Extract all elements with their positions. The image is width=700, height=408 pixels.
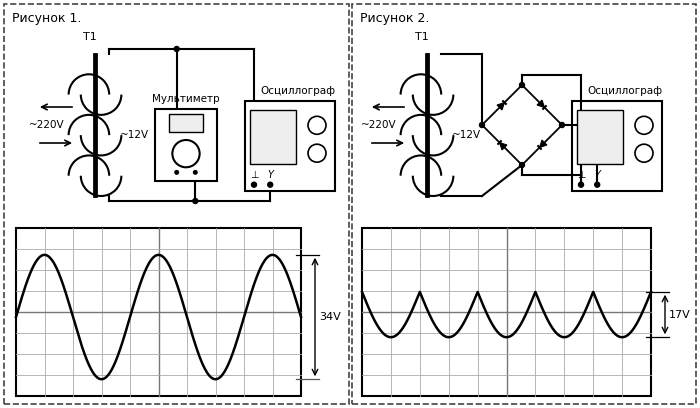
Circle shape (267, 182, 273, 187)
Text: Y: Y (267, 170, 273, 180)
Circle shape (578, 182, 584, 187)
Polygon shape (500, 142, 507, 150)
Text: 34V: 34V (319, 312, 341, 322)
Bar (362, 228, 651, 396)
Text: Осциллограф: Осциллограф (587, 86, 663, 96)
Bar (169, 114, 203, 132)
Circle shape (308, 116, 326, 134)
Text: ~12V: ~12V (120, 130, 149, 140)
Circle shape (174, 170, 179, 175)
Bar (245, 101, 335, 191)
Text: ⊥: ⊥ (577, 170, 585, 180)
Circle shape (308, 144, 326, 162)
Text: ⊥: ⊥ (250, 170, 258, 180)
Circle shape (172, 140, 199, 167)
Bar (572, 101, 662, 191)
Text: 17V: 17V (669, 310, 691, 319)
Text: ~12V: ~12V (452, 130, 481, 140)
Polygon shape (540, 140, 547, 147)
Circle shape (559, 122, 564, 127)
Circle shape (595, 182, 600, 187)
Circle shape (480, 122, 484, 127)
Text: Рисунок 1.: Рисунок 1. (12, 12, 81, 25)
Text: T1: T1 (83, 32, 97, 42)
Bar (352, 4, 696, 404)
Circle shape (251, 182, 256, 187)
Bar (16, 228, 301, 396)
Text: Осциллограф: Осциллограф (260, 86, 335, 96)
Bar (155, 109, 217, 181)
Text: Y: Y (594, 170, 600, 180)
Text: T1: T1 (415, 32, 429, 42)
Circle shape (635, 116, 653, 134)
Circle shape (519, 82, 524, 87)
Polygon shape (497, 102, 505, 110)
Circle shape (193, 199, 198, 204)
Text: ~220V: ~220V (29, 120, 65, 130)
Text: Рисунок 2.: Рисунок 2. (360, 12, 429, 25)
Circle shape (174, 47, 179, 51)
Bar (4, 4, 349, 404)
Circle shape (635, 144, 653, 162)
Bar (577, 110, 623, 164)
Circle shape (519, 162, 524, 168)
Bar (249, 110, 296, 164)
Text: ~220V: ~220V (361, 120, 397, 130)
Circle shape (193, 170, 198, 175)
Polygon shape (537, 100, 545, 107)
Text: Мультиметр: Мультиметр (152, 94, 220, 104)
